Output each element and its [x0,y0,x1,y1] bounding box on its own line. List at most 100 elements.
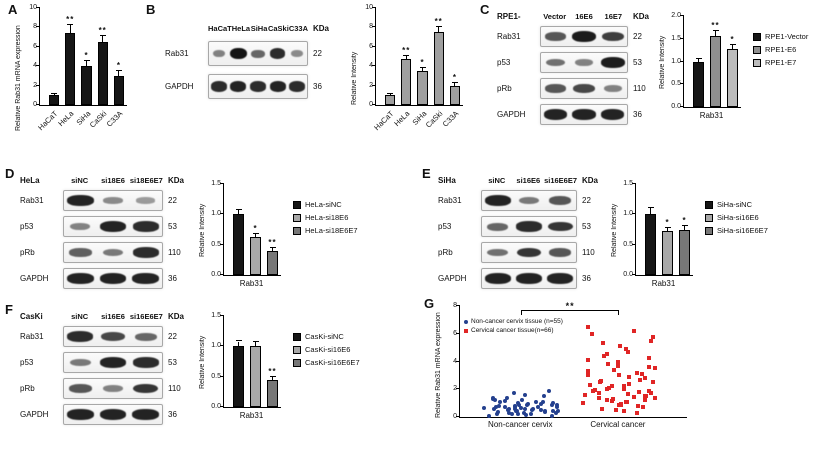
protein-band [100,331,126,342]
y-tick-mark [36,45,40,47]
data-point [647,388,652,393]
significance-label: ** [565,301,575,311]
error-bar [454,83,456,86]
blot-lane [129,405,162,424]
data-point [494,405,499,410]
error-bar [118,71,120,76]
protein-band [549,196,572,205]
data-point [636,390,641,395]
data-point [637,377,642,382]
blot-lane [229,75,249,98]
band-box [481,268,577,289]
error-bar [438,27,440,33]
panel-label-A: A [8,2,18,17]
data-point [498,400,503,405]
protein-band [103,197,123,204]
data-point [542,394,547,399]
blot-title: HeLa [20,176,40,185]
blot-lane [570,27,599,46]
data-point [512,390,517,395]
legend-label: Non-cancer cervix tissue (n=55) [471,318,563,325]
data-point [503,404,508,409]
y-tick-label: 0.0 [211,403,221,410]
lane-label: si16E6 [101,312,125,321]
protein-label: p53 [438,222,452,231]
data-point [550,414,555,419]
y-tick-label: 1.0 [671,57,681,65]
kda-value: 53 [168,358,177,367]
y-tick-label: 1.0 [211,210,221,218]
significance-label: ** [434,17,443,27]
legend-item: HeLa-si18E6E7 [293,226,358,235]
protein-label: GAPDH [165,82,194,91]
protein-band [210,81,227,92]
data-point [649,338,654,343]
data-point [640,405,645,410]
band-box [481,216,577,237]
y-tick-label: 0.0 [623,271,633,278]
y-tick-mark [372,7,376,8]
panel-e-intensity-bar-chart: Relative Intensity 0.0 0.5 1.0 1.5 * * Rab31 SiH… [610,180,768,288]
data-point [609,399,614,404]
blot-lane [598,79,627,98]
blot-lane [97,217,130,236]
band-box [63,352,163,373]
data-point [585,324,590,329]
blot-lane [545,269,576,288]
data-point [588,383,593,388]
y-tick-mark [372,65,376,67]
y-axis-label: Relative Intensity [611,203,618,257]
legend-swatch [293,358,301,367]
y-tick-mark [456,332,460,334]
legend-label: HeLa-si18E6E7 [305,226,358,235]
error-bar-cap [681,224,688,226]
protein-band [132,357,159,368]
kda-value: 36 [168,410,177,419]
data-point [625,399,630,404]
significance-label: * [452,73,457,83]
protein-band [230,81,247,92]
blot-lane [287,42,307,65]
blot-lane-header-row: SiHa siNC si16E6 si16E6E7 KDa [438,176,606,185]
protein-band [548,221,573,232]
data-point [634,410,639,415]
protein-band [70,222,91,231]
protein-band [250,81,266,92]
y-axis-label: Relative Rab31 mRNA expression [15,25,22,131]
y-tick-mark [220,345,224,347]
protein-label: p53 [497,58,511,67]
blot-row-p53: p53 53 [20,216,192,237]
blot-lane [482,191,513,210]
bar [233,346,244,407]
circle-marker [464,319,468,324]
blot-lane [97,327,130,346]
legend-item: SiHa-siNC [705,200,768,209]
protein-band [600,57,625,68]
y-tick-label: 8 [33,23,37,31]
blot-lane [64,327,97,346]
blot-lane [541,79,570,98]
blot-lane [229,42,249,65]
plot-area: 0.0 0.5 1.0 1.5 * * [623,180,693,278]
lane-label: siNC [71,312,89,321]
kda-unit-label: KDa [168,312,185,321]
data-point [495,410,500,415]
data-point [482,405,487,410]
legend-item: Non-cancer cervix tissue (n=55) [464,318,563,325]
kda-unit-label: KDa [168,176,185,185]
y-tick-label: 0.5 [211,240,221,248]
protein-label: pRb [20,384,35,393]
significance-label: * [665,217,670,227]
blot-lane-header-row: HeLa siNC si18E6 si18E6E7 KDa [20,176,192,185]
legend-item: SiHa-si16E6E7 [705,226,768,235]
legend-label: RPE1-Vector [765,32,809,41]
protein-band [572,109,596,120]
y-tick-label: 6 [369,43,373,51]
error-bar [102,36,104,42]
blot-lane [209,42,229,65]
error-bar [53,93,55,96]
y-tick-label: 0.5 [211,372,221,380]
data-point [546,388,551,393]
